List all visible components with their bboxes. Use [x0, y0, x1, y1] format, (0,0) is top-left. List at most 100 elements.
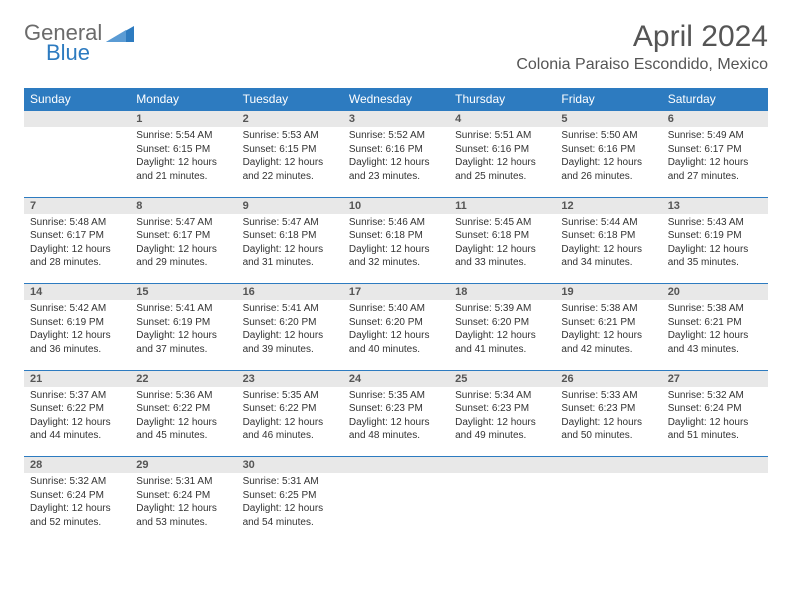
daylight-line: Daylight: 12 hours and 36 minutes. [30, 329, 124, 356]
day-content-cell: Sunrise: 5:41 AMSunset: 6:20 PMDaylight:… [237, 300, 343, 370]
day-number-cell: 20 [662, 284, 768, 301]
day-content-cell: Sunrise: 5:32 AMSunset: 6:24 PMDaylight:… [24, 473, 130, 543]
sunrise-line: Sunrise: 5:48 AM [30, 216, 124, 230]
day-content-cell: Sunrise: 5:54 AMSunset: 6:15 PMDaylight:… [130, 127, 236, 197]
daylight-line: Daylight: 12 hours and 32 minutes. [349, 243, 443, 270]
sunrise-line: Sunrise: 5:32 AM [668, 389, 762, 403]
day-number-cell: 19 [555, 284, 661, 301]
daylight-line: Daylight: 12 hours and 45 minutes. [136, 416, 230, 443]
day-number-cell: 27 [662, 370, 768, 387]
day-content-cell: Sunrise: 5:38 AMSunset: 6:21 PMDaylight:… [662, 300, 768, 370]
day-number-cell: 17 [343, 284, 449, 301]
day-number-cell: 1 [130, 111, 236, 128]
daylight-line: Daylight: 12 hours and 26 minutes. [561, 156, 655, 183]
day-content-cell: Sunrise: 5:48 AMSunset: 6:17 PMDaylight:… [24, 214, 130, 284]
day-content-cell: Sunrise: 5:37 AMSunset: 6:22 PMDaylight:… [24, 387, 130, 457]
day-content-cell: Sunrise: 5:52 AMSunset: 6:16 PMDaylight:… [343, 127, 449, 197]
daylight-line: Daylight: 12 hours and 43 minutes. [668, 329, 762, 356]
sunset-line: Sunset: 6:18 PM [455, 229, 549, 243]
sunrise-line: Sunrise: 5:49 AM [668, 129, 762, 143]
daylight-line: Daylight: 12 hours and 42 minutes. [561, 329, 655, 356]
sunset-line: Sunset: 6:20 PM [349, 316, 443, 330]
day-number-row: 123456 [24, 111, 768, 128]
day-number-cell: 30 [237, 457, 343, 474]
weekday-header: Friday [555, 88, 661, 111]
day-content-cell: Sunrise: 5:41 AMSunset: 6:19 PMDaylight:… [130, 300, 236, 370]
sunrise-line: Sunrise: 5:42 AM [30, 302, 124, 316]
daylight-line: Daylight: 12 hours and 28 minutes. [30, 243, 124, 270]
month-title: April 2024 [516, 20, 768, 54]
day-content-row: Sunrise: 5:42 AM Sunset: 6:19 PM Daylight:… [24, 300, 768, 370]
sunset-line: Sunset: 6:17 PM [136, 229, 230, 243]
page-header: General April 2024 Colonia Paraiso Escon… [24, 20, 768, 74]
daylight-line: Daylight: 12 hours and 27 minutes. [668, 156, 762, 183]
day-number-cell: 23 [237, 370, 343, 387]
sunset-line: Sunset: 6:18 PM [243, 229, 337, 243]
sunset-line: Sunset: 6:15 PM [243, 143, 337, 157]
day-content-cell [343, 473, 449, 543]
day-content-cell: Sunrise: 5:33 AMSunset: 6:23 PMDaylight:… [555, 387, 661, 457]
sunset-line: Sunset: 6:22 PM [30, 402, 124, 416]
day-number-cell: 3 [343, 111, 449, 128]
day-number-cell: 25 [449, 370, 555, 387]
weekday-header: Thursday [449, 88, 555, 111]
daylight-line: Daylight: 12 hours and 53 minutes. [136, 502, 230, 529]
location: Colonia Paraiso Escondido, Mexico [516, 56, 768, 74]
sunrise-line: Sunrise: 5:32 AM [30, 475, 124, 489]
daylight-line: Daylight: 12 hours and 21 minutes. [136, 156, 230, 183]
daylight-line: Daylight: 12 hours and 50 minutes. [561, 416, 655, 443]
sunset-line: Sunset: 6:20 PM [455, 316, 549, 330]
sunrise-line: Sunrise: 5:54 AM [136, 129, 230, 143]
sunrise-line: Sunrise: 5:51 AM [455, 129, 549, 143]
sunrise-line: Sunrise: 5:40 AM [349, 302, 443, 316]
day-content-cell: Sunrise: 5:40 AMSunset: 6:20 PMDaylight:… [343, 300, 449, 370]
sunrise-line: Sunrise: 5:46 AM [349, 216, 443, 230]
daylight-line: Daylight: 12 hours and 54 minutes. [243, 502, 337, 529]
day-number-cell [449, 457, 555, 474]
daylight-line: Daylight: 12 hours and 33 minutes. [455, 243, 549, 270]
day-number-cell [343, 457, 449, 474]
daylight-line: Daylight: 12 hours and 31 minutes. [243, 243, 337, 270]
day-number-cell [662, 457, 768, 474]
day-content-cell [662, 473, 768, 543]
sunset-line: Sunset: 6:23 PM [455, 402, 549, 416]
day-number-row: 78910111213 [24, 197, 768, 214]
day-content-cell: Sunrise: 5:36 AMSunset: 6:22 PMDaylight:… [130, 387, 236, 457]
day-number-cell: 14 [24, 284, 130, 301]
sunset-line: Sunset: 6:16 PM [455, 143, 549, 157]
sunset-line: Sunset: 6:23 PM [349, 402, 443, 416]
sunset-line: Sunset: 6:19 PM [136, 316, 230, 330]
day-content-cell: Sunrise: 5:31 AMSunset: 6:25 PMDaylight:… [237, 473, 343, 543]
sunrise-line: Sunrise: 5:53 AM [243, 129, 337, 143]
day-content-cell [555, 473, 661, 543]
daylight-line: Daylight: 12 hours and 35 minutes. [668, 243, 762, 270]
day-number-cell: 5 [555, 111, 661, 128]
sunrise-line: Sunrise: 5:31 AM [243, 475, 337, 489]
sunset-line: Sunset: 6:22 PM [136, 402, 230, 416]
day-content-cell: Sunrise: 5:35 AMSunset: 6:23 PMDaylight:… [343, 387, 449, 457]
sunset-line: Sunset: 6:21 PM [668, 316, 762, 330]
sunset-line: Sunset: 6:17 PM [30, 229, 124, 243]
day-content-cell: Sunrise: 5:53 AMSunset: 6:15 PMDaylight:… [237, 127, 343, 197]
day-content-cell [449, 473, 555, 543]
day-content-row: Sunrise: 5:32 AMSunset: 6:24 PMDaylight:… [24, 473, 768, 543]
day-number-cell: 28 [24, 457, 130, 474]
daylight-line: Daylight: 12 hours and 29 minutes. [136, 243, 230, 270]
day-number-cell: 4 [449, 111, 555, 128]
day-content-row: Sunrise: 5:54 AMSunset: 6:15 PMDaylight:… [24, 127, 768, 197]
daylight-line: Daylight: 12 hours and 41 minutes. [455, 329, 549, 356]
sunrise-line: Sunrise: 5:41 AM [243, 302, 337, 316]
sunrise-line: Sunrise: 5:33 AM [561, 389, 655, 403]
daylight-line: Daylight: 12 hours and 46 minutes. [243, 416, 337, 443]
weekday-header: Tuesday [237, 88, 343, 111]
sunrise-line: Sunrise: 5:34 AM [455, 389, 549, 403]
day-number-cell: 7 [24, 197, 130, 214]
day-number-cell: 24 [343, 370, 449, 387]
sunrise-line: Sunrise: 5:52 AM [349, 129, 443, 143]
sunset-line: Sunset: 6:25 PM [243, 489, 337, 503]
sunset-line: Sunset: 6:16 PM [561, 143, 655, 157]
day-content-cell: Sunrise: 5:49 AMSunset: 6:17 PMDaylight:… [662, 127, 768, 197]
day-number-cell: 8 [130, 197, 236, 214]
daylight-line: Daylight: 12 hours and 22 minutes. [243, 156, 337, 183]
sunset-line: Sunset: 6:18 PM [349, 229, 443, 243]
